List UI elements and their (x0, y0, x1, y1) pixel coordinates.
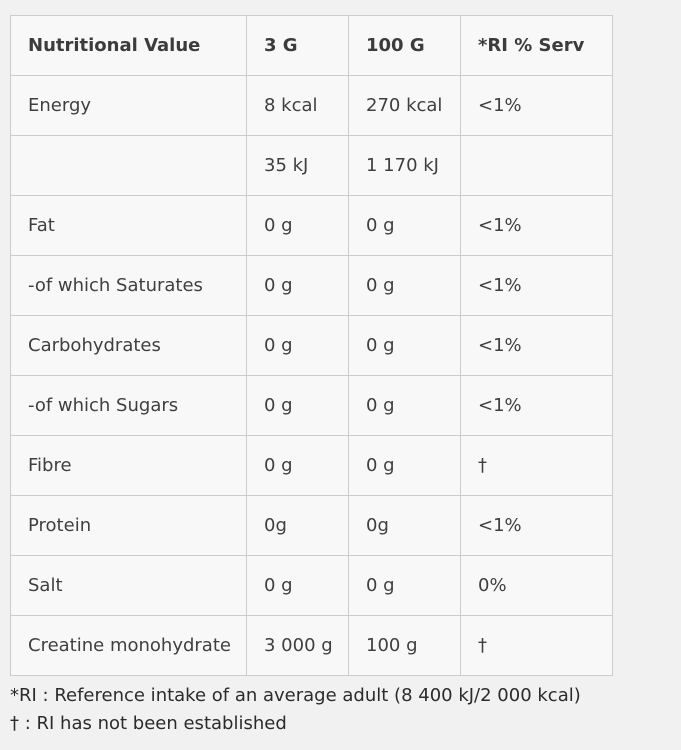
nutrient-label-cell: Salt (10, 555, 247, 616)
ri-cell: <1% (460, 315, 613, 376)
ri-cell: <1% (460, 195, 613, 256)
value-3g-cell: 0g (246, 495, 349, 556)
value-3g-cell: 0 g (246, 375, 349, 436)
ri-cell: <1% (460, 375, 613, 436)
ri-cell (460, 135, 613, 196)
value-100g-cell: 270 kcal (348, 75, 461, 136)
dagger-footnote: † : RI has not been established (10, 713, 287, 734)
value-3g-cell: 35 kJ (246, 135, 349, 196)
value-3g-cell: 3 000 g (246, 615, 349, 676)
nutrient-label-cell: Energy (10, 75, 247, 136)
table-row-saturates: -of which Saturates 0 g 0 g <1% (10, 255, 613, 316)
header-nutritional-value: Nutritional Value (10, 15, 247, 76)
value-100g-cell: 0g (348, 495, 461, 556)
ri-cell: <1% (460, 255, 613, 316)
value-100g-cell: 0 g (348, 555, 461, 616)
nutrient-label-cell: -of which Saturates (10, 255, 247, 316)
value-100g-cell: 0 g (348, 435, 461, 496)
value-100g-cell: 0 g (348, 195, 461, 256)
header-100g: 100 G (348, 15, 461, 76)
table-row-carbohydrates: Carbohydrates 0 g 0 g <1% (10, 315, 613, 376)
table-row-sugars: -of which Sugars 0 g 0 g <1% (10, 375, 613, 436)
value-100g-cell: 1 170 kJ (348, 135, 461, 196)
value-100g-cell: 100 g (348, 615, 461, 676)
table-row-fibre: Fibre 0 g 0 g † (10, 435, 613, 496)
table-row-creatine-monohydrate: Creatine monohydrate 3 000 g 100 g † (10, 615, 613, 676)
nutrient-label-cell (10, 135, 247, 196)
table-row-energy-kj: 35 kJ 1 170 kJ (10, 135, 613, 196)
footnotes: *RI : Reference intake of an average adu… (10, 676, 630, 738)
nutrient-label-cell: Fat (10, 195, 247, 256)
value-3g-cell: 0 g (246, 315, 349, 376)
nutrient-label-cell: Carbohydrates (10, 315, 247, 376)
value-3g-cell: 0 g (246, 435, 349, 496)
value-3g-cell: 8 kcal (246, 75, 349, 136)
table-header-row: Nutritional Value 3 G 100 G *RI % Serv (10, 15, 613, 76)
nutrient-label-cell: Protein (10, 495, 247, 556)
header-ri-percent-serv: *RI % Serv (460, 15, 613, 76)
table-row-energy: Energy 8 kcal 270 kcal <1% (10, 75, 613, 136)
value-100g-cell: 0 g (348, 315, 461, 376)
value-100g-cell: 0 g (348, 255, 461, 316)
ri-cell: <1% (460, 75, 613, 136)
nutrient-label-cell: -of which Sugars (10, 375, 247, 436)
table-row-salt: Salt 0 g 0 g 0% (10, 555, 613, 616)
ri-cell: † (460, 615, 613, 676)
ri-cell: <1% (460, 495, 613, 556)
value-3g-cell: 0 g (246, 555, 349, 616)
table-row-protein: Protein 0g 0g <1% (10, 495, 613, 556)
ri-footnote: *RI : Reference intake of an average adu… (10, 685, 581, 706)
table-row-fat: Fat 0 g 0 g <1% (10, 195, 613, 256)
value-100g-cell: 0 g (348, 375, 461, 436)
header-3g: 3 G (246, 15, 349, 76)
nutrient-label-cell: Creatine monohydrate (10, 615, 247, 676)
ri-cell: 0% (460, 555, 613, 616)
value-3g-cell: 0 g (246, 255, 349, 316)
nutrient-label-cell: Fibre (10, 435, 247, 496)
value-3g-cell: 0 g (246, 195, 349, 256)
nutrition-table: Nutritional Value 3 G 100 G *RI % Serv E… (10, 15, 613, 676)
ri-cell: † (460, 435, 613, 496)
